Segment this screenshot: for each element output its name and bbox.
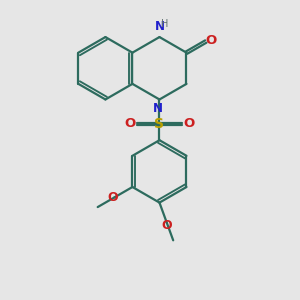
Text: N: N	[153, 102, 163, 116]
Text: S: S	[154, 117, 164, 131]
Text: H: H	[161, 19, 169, 29]
Text: O: O	[108, 191, 118, 204]
Text: O: O	[184, 117, 195, 130]
Text: O: O	[206, 34, 217, 46]
Text: O: O	[161, 219, 172, 232]
Text: N: N	[154, 20, 164, 34]
Text: O: O	[124, 117, 135, 130]
